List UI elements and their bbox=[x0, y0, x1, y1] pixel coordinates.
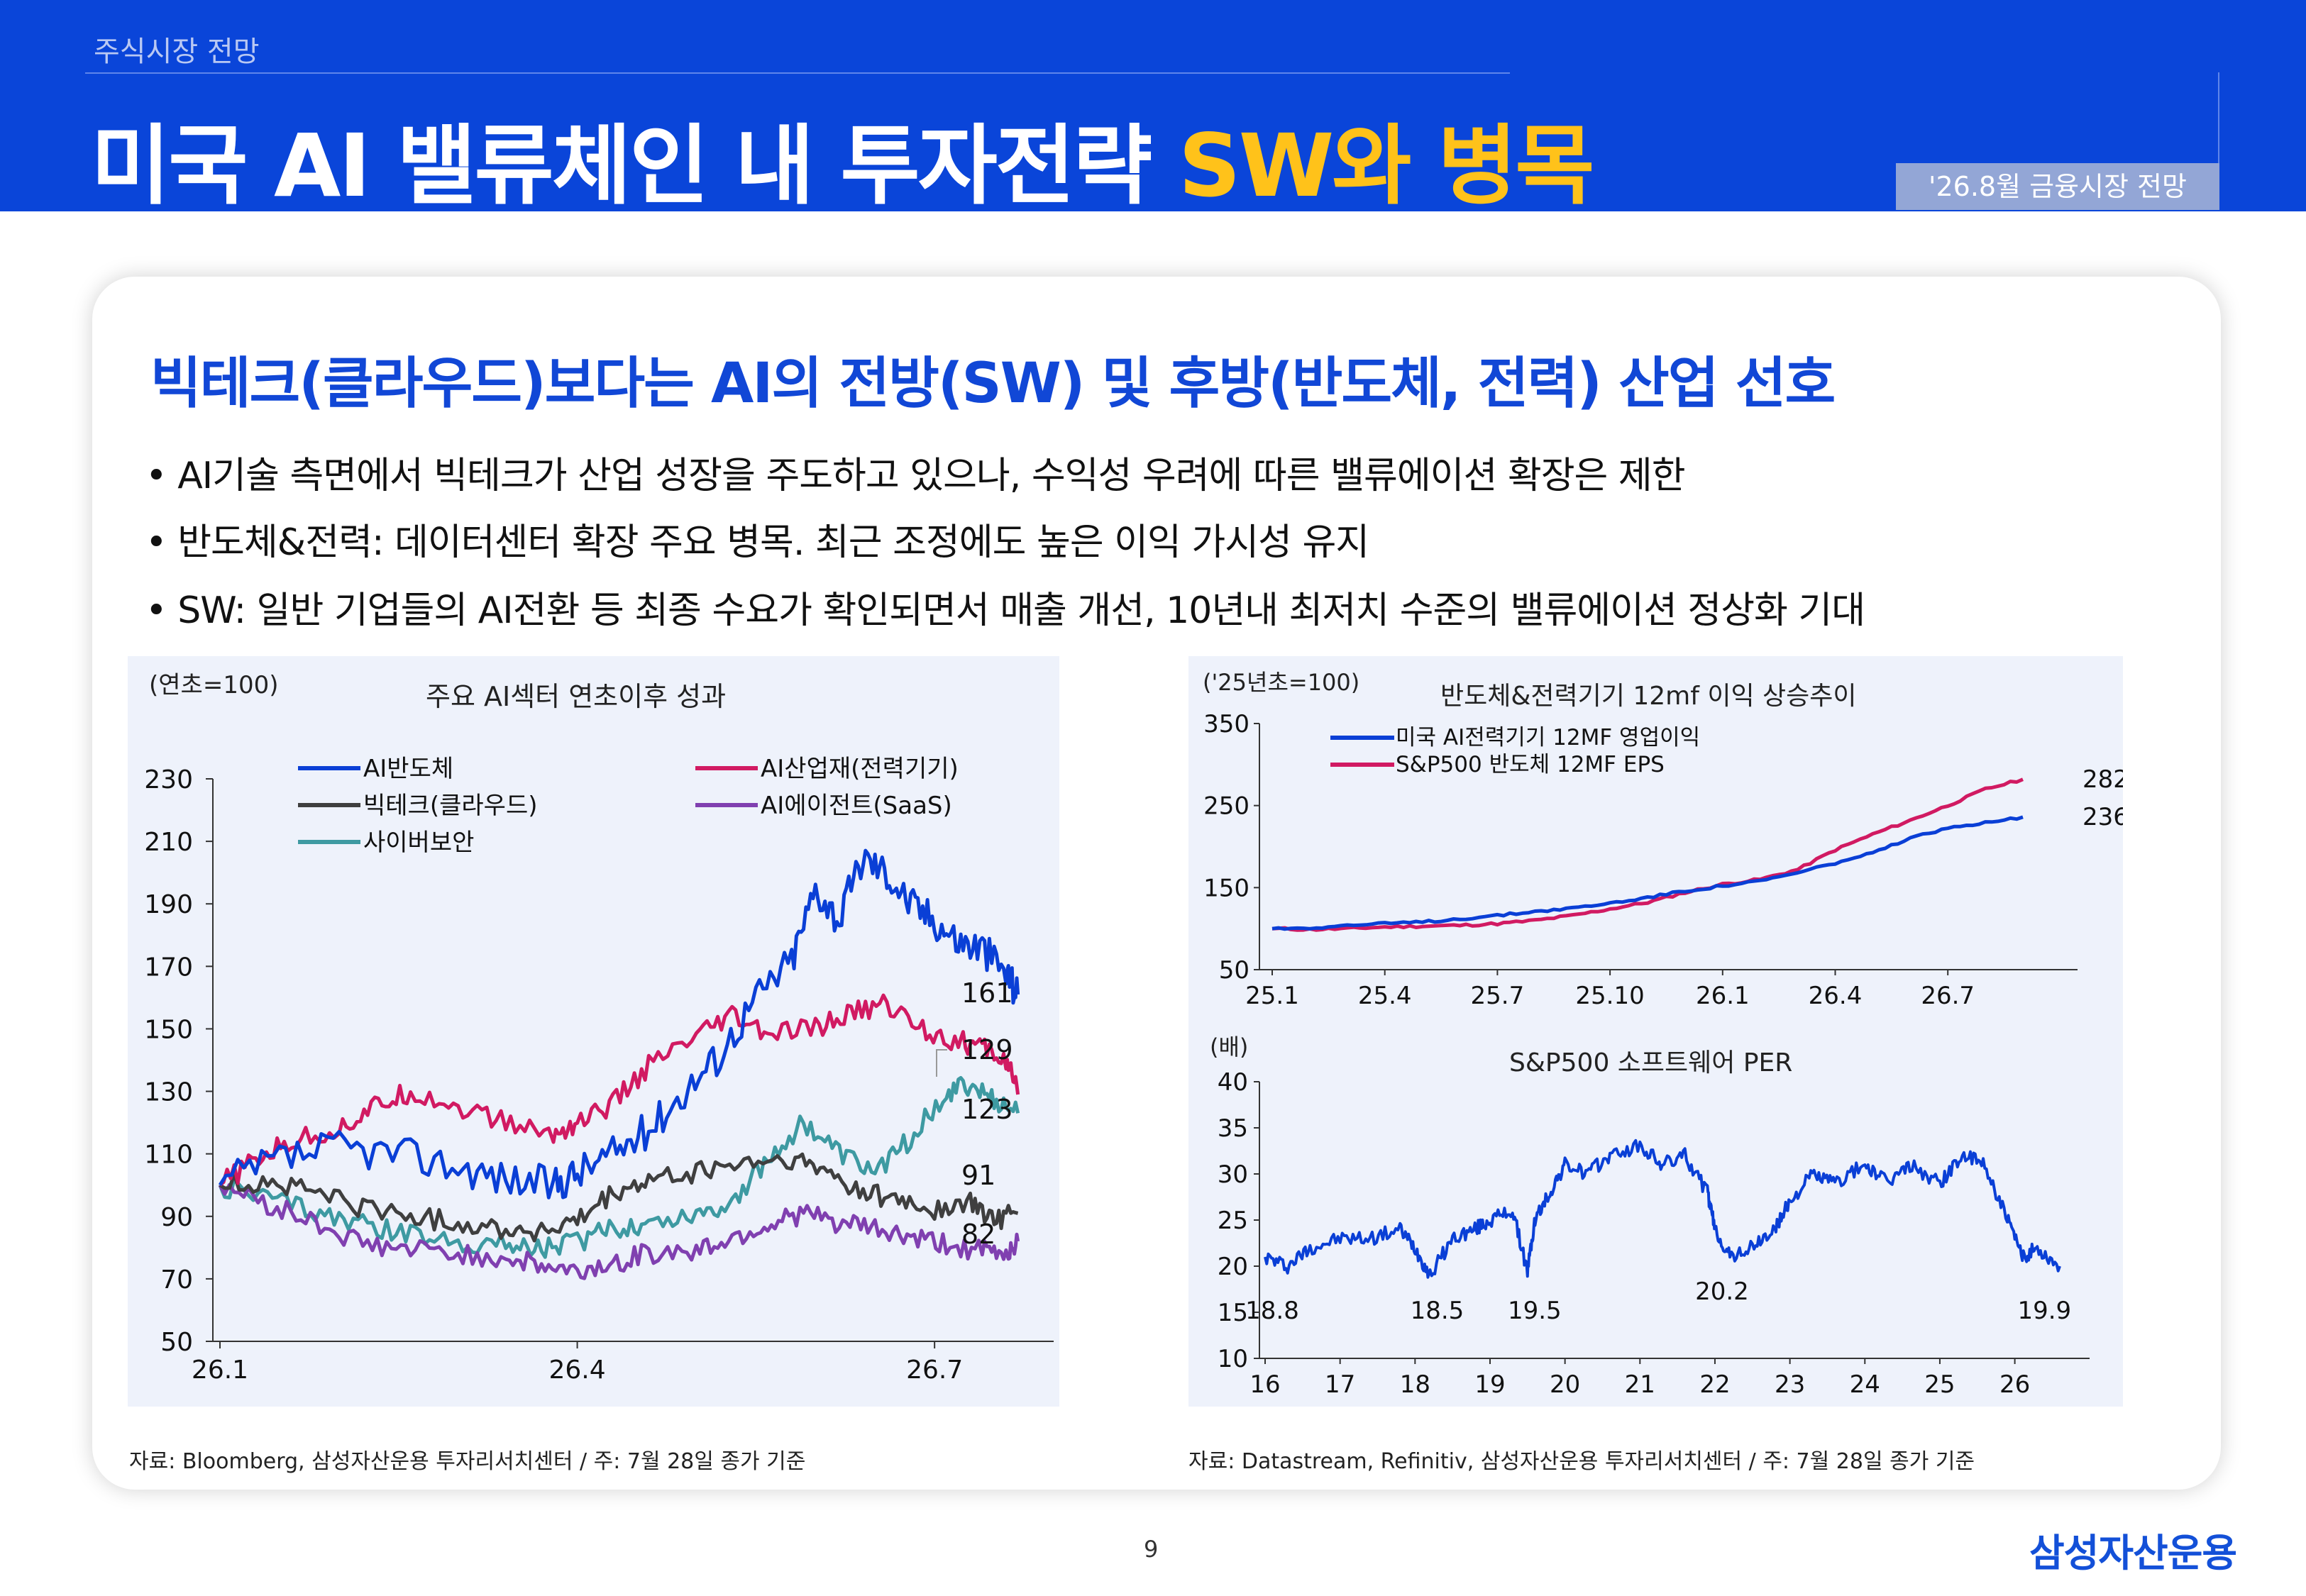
y-tick-label: 25 bbox=[1218, 1207, 1248, 1235]
legend-label: 미국 AI전력기기 12MF 영업이익 bbox=[1396, 725, 1700, 750]
x-tick-label: 25.4 bbox=[1358, 982, 1412, 1010]
y-tick-label: 30 bbox=[1218, 1160, 1248, 1189]
y-tick-label: 35 bbox=[1218, 1114, 1248, 1143]
x-tick-label: 25 bbox=[1924, 1370, 1955, 1399]
x-tick-label: 26 bbox=[1999, 1370, 2030, 1399]
legend-label: 사이버보안 bbox=[363, 829, 474, 857]
y-tick-label: 70 bbox=[160, 1265, 193, 1295]
series-line bbox=[218, 1076, 1020, 1259]
section-label: 주식시장 전망 bbox=[94, 35, 260, 68]
x-tick-label: 23 bbox=[1775, 1370, 1805, 1399]
chart-ylabel: ('25년초=100) bbox=[1203, 669, 1359, 696]
source-note-left: 자료: Bloomberg, 삼성자산운용 투자리서치센터 / 주: 7월 28… bbox=[129, 1449, 806, 1474]
legend-label: AI반도체 bbox=[363, 755, 453, 783]
annotation-label: 19.9 bbox=[2017, 1297, 2071, 1325]
x-tick-label: 20 bbox=[1550, 1370, 1580, 1399]
page-title-highlight: SW와 병목 bbox=[1178, 116, 1595, 216]
series-end-label: 123 bbox=[961, 1094, 1013, 1125]
chart-ylabel: (배) bbox=[1210, 1033, 1248, 1060]
x-tick-label: 25.1 bbox=[1245, 982, 1299, 1010]
brand-logo: 삼성자산운용 bbox=[2029, 1531, 2237, 1575]
x-tick-label: 26.7 bbox=[1921, 982, 1975, 1010]
annotation-label: 20.2 bbox=[1695, 1278, 1749, 1306]
y-tick-label: 40 bbox=[1218, 1068, 1248, 1097]
end-label-leader bbox=[936, 1049, 947, 1077]
y-tick-label: 150 bbox=[144, 1015, 193, 1044]
legend-label: S&P500 반도체 12MF EPS bbox=[1396, 752, 1665, 777]
y-tick-label: 210 bbox=[144, 828, 193, 857]
x-tick-label: 21 bbox=[1625, 1370, 1655, 1399]
chart-panel-left: (연초=100) 주요 AI섹터 연초이후 성과 230 210 190 170 150 13… bbox=[128, 656, 1059, 1407]
series-line bbox=[218, 848, 1020, 1199]
page-title: 미국 AI 밸류체인 내 투자전략 SW와 병목 bbox=[91, 96, 1595, 221]
source-note-right: 자료: Datastream, Refinitiv, 삼성자산운용 투자리서치센… bbox=[1188, 1449, 1975, 1474]
series-line bbox=[1271, 777, 2024, 932]
series-line bbox=[1271, 815, 2024, 931]
series-end-label: 161 bbox=[961, 977, 1013, 1009]
bullet-point: • AI기술 측면에서 빅테크가 산업 성장을 주도하고 있으나, 수익성 우려… bbox=[145, 455, 1686, 497]
y-tick-label: 350 bbox=[1203, 710, 1249, 738]
x-tick-label: 22 bbox=[1699, 1370, 1730, 1399]
y-tick-label: 150 bbox=[1203, 874, 1249, 902]
series-line bbox=[219, 993, 1020, 1187]
y-tick-label: 110 bbox=[144, 1141, 193, 1170]
series-end-label: 282 bbox=[2082, 765, 2123, 794]
chart-panel-right: ('25년초=100) 반도체&전력기기 12mf 이익 상승추이 350 250 15… bbox=[1188, 656, 2129, 1407]
x-tick-label: 26.4 bbox=[548, 1356, 605, 1385]
x-tick-label: 25.10 bbox=[1575, 982, 1644, 1010]
section-subtitle: 빅테크(클라우드)보다는 AI의 전방(SW) 및 후방(반도체, 전력) 산업… bbox=[150, 352, 1836, 416]
bullet-point: • 반도체&전력: 데이터센터 확장 주요 병목. 최근 조정에도 높은 이익 … bbox=[145, 521, 1369, 564]
legend-label: 빅테크(클라우드) bbox=[363, 792, 538, 820]
x-tick-label: 19 bbox=[1474, 1370, 1505, 1399]
x-tick-label: 26.4 bbox=[1809, 982, 1863, 1010]
chart-panel-right-svg: ('25년초=100) 반도체&전력기기 12mf 이익 상승추이 350 250 15… bbox=[1203, 669, 2129, 1399]
date-badge: '26.8월 금융시장 전망 bbox=[1896, 163, 2219, 210]
annotation-label: 19.5 bbox=[1508, 1297, 1562, 1325]
series-line bbox=[1264, 1138, 2061, 1279]
y-tick-label: 50 bbox=[160, 1328, 193, 1357]
y-tick-label: 130 bbox=[144, 1078, 193, 1107]
x-tick-label: 26.1 bbox=[1696, 982, 1750, 1010]
x-tick-label: 18 bbox=[1400, 1370, 1430, 1399]
series-end-label: 129 bbox=[961, 1034, 1013, 1065]
series-line bbox=[218, 1182, 1020, 1280]
x-tick-label: 24 bbox=[1850, 1370, 1880, 1399]
chart-title: 반도체&전력기기 12mf 이익 상승추이 bbox=[1440, 682, 1857, 711]
y-tick-label: 90 bbox=[160, 1203, 193, 1232]
x-tick-label: 26.1 bbox=[192, 1356, 248, 1385]
y-tick-label: 190 bbox=[144, 890, 193, 919]
y-tick-label: 20 bbox=[1218, 1253, 1248, 1281]
series-line bbox=[219, 1152, 1019, 1243]
y-tick-label: 170 bbox=[144, 953, 193, 982]
y-tick-label: 230 bbox=[144, 765, 193, 794]
legend-label: AI에이전트(SaaS) bbox=[761, 792, 952, 820]
page-title-main: 미국 AI 밸류체인 내 투자전략 bbox=[91, 116, 1152, 216]
y-tick-label: 50 bbox=[1219, 956, 1249, 985]
bullet-point: • SW: 일반 기업들의 AI전환 등 최종 수요가 확인되면서 매출 개선,… bbox=[145, 589, 1865, 632]
chart-ylabel: (연초=100) bbox=[149, 671, 278, 699]
annotation-label: 18.8 bbox=[1245, 1297, 1299, 1325]
legend-label: AI산업재(전력기기) bbox=[761, 755, 959, 783]
series-end-label: 236 bbox=[2082, 803, 2123, 831]
series-end-label: 82 bbox=[961, 1219, 995, 1250]
y-tick-label: 10 bbox=[1218, 1345, 1248, 1373]
chart-title: S&P500 소프트웨어 PER bbox=[1509, 1048, 1792, 1077]
chart-ai-sector-performance: (연초=100) 주요 AI섹터 연초이후 성과 230 210 190 170 150 13… bbox=[144, 671, 1054, 1385]
x-tick-label: 26.7 bbox=[906, 1356, 963, 1385]
chart-title: 주요 AI섹터 연초이후 성과 bbox=[426, 681, 726, 712]
y-tick-label: 250 bbox=[1203, 792, 1249, 821]
annotation-label: 18.5 bbox=[1411, 1297, 1464, 1325]
x-tick-label: 25.7 bbox=[1471, 982, 1525, 1010]
header-rule bbox=[85, 72, 1510, 74]
series-end-label: 91 bbox=[961, 1160, 995, 1191]
x-tick-label: 17 bbox=[1325, 1370, 1355, 1399]
x-tick-label: 16 bbox=[1249, 1370, 1280, 1399]
header-rule-vertical bbox=[2218, 72, 2219, 163]
page-number: 9 bbox=[1144, 1536, 1159, 1563]
y-tick-label: 15 bbox=[1218, 1299, 1248, 1327]
